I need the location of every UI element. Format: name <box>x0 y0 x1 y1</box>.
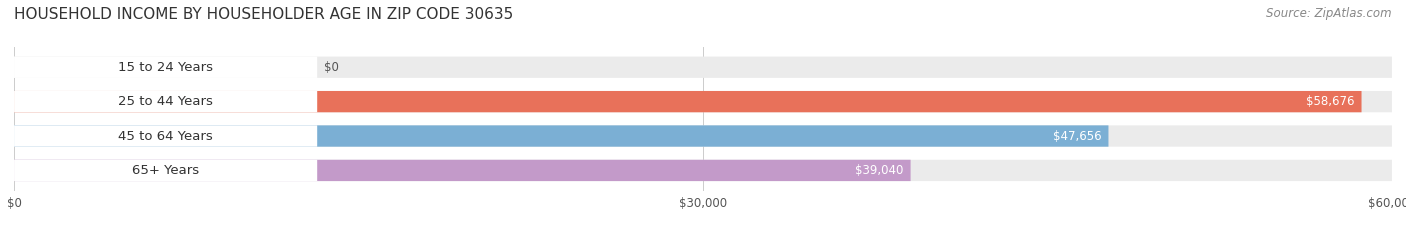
Text: 25 to 44 Years: 25 to 44 Years <box>118 95 214 108</box>
Text: 65+ Years: 65+ Years <box>132 164 200 177</box>
FancyBboxPatch shape <box>14 160 1392 181</box>
Text: $0: $0 <box>325 61 339 74</box>
Text: $47,656: $47,656 <box>1053 130 1101 143</box>
FancyBboxPatch shape <box>14 91 318 112</box>
Text: HOUSEHOLD INCOME BY HOUSEHOLDER AGE IN ZIP CODE 30635: HOUSEHOLD INCOME BY HOUSEHOLDER AGE IN Z… <box>14 7 513 22</box>
Text: $39,040: $39,040 <box>855 164 904 177</box>
Text: Source: ZipAtlas.com: Source: ZipAtlas.com <box>1267 7 1392 20</box>
Text: 15 to 24 Years: 15 to 24 Years <box>118 61 214 74</box>
Text: 45 to 64 Years: 45 to 64 Years <box>118 130 212 143</box>
FancyBboxPatch shape <box>14 125 318 147</box>
FancyBboxPatch shape <box>14 125 1392 147</box>
FancyBboxPatch shape <box>14 125 1108 147</box>
FancyBboxPatch shape <box>14 57 318 78</box>
Text: $58,676: $58,676 <box>1306 95 1354 108</box>
FancyBboxPatch shape <box>14 160 911 181</box>
FancyBboxPatch shape <box>14 91 1361 112</box>
FancyBboxPatch shape <box>14 160 318 181</box>
FancyBboxPatch shape <box>14 91 1392 112</box>
FancyBboxPatch shape <box>14 57 1392 78</box>
